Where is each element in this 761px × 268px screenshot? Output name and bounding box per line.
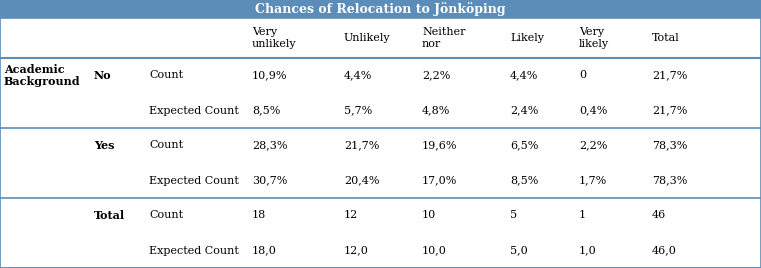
Text: Expected Count: Expected Count — [149, 106, 239, 116]
Text: Likely: Likely — [510, 33, 544, 43]
Text: 6,5%: 6,5% — [510, 140, 538, 151]
Text: 12: 12 — [344, 210, 358, 221]
Text: Academic
Background: Academic Background — [4, 64, 81, 87]
Text: 4,4%: 4,4% — [344, 70, 372, 80]
Bar — [0, 93, 761, 128]
Text: Count: Count — [149, 210, 183, 221]
Text: 30,7%: 30,7% — [252, 176, 288, 185]
Text: 21,7%: 21,7% — [652, 70, 687, 80]
Text: Expected Count: Expected Count — [149, 245, 239, 255]
Text: 12,0: 12,0 — [344, 245, 369, 255]
Text: 0,4%: 0,4% — [579, 106, 607, 116]
Text: Count: Count — [149, 70, 183, 80]
Text: 20,4%: 20,4% — [344, 176, 380, 185]
Bar — [0, 58, 761, 93]
Bar — [0, 128, 761, 163]
Text: 10: 10 — [422, 210, 436, 221]
Text: 18: 18 — [252, 210, 266, 221]
Text: 21,7%: 21,7% — [652, 106, 687, 116]
Text: Yes: Yes — [94, 140, 114, 151]
Text: Count: Count — [149, 140, 183, 151]
Text: 8,5%: 8,5% — [252, 106, 280, 116]
Text: 28,3%: 28,3% — [252, 140, 288, 151]
Text: 46: 46 — [652, 210, 666, 221]
Bar — [0, 198, 761, 233]
Bar — [0, 163, 761, 198]
Text: 19,6%: 19,6% — [422, 140, 457, 151]
Text: 46,0: 46,0 — [652, 245, 677, 255]
Text: 5,0: 5,0 — [510, 245, 527, 255]
Text: 8,5%: 8,5% — [510, 176, 538, 185]
Text: 5: 5 — [510, 210, 517, 221]
Text: 10,0: 10,0 — [422, 245, 447, 255]
Bar — [0, 18, 761, 58]
Text: 5,7%: 5,7% — [344, 106, 372, 116]
Text: 78,3%: 78,3% — [652, 176, 687, 185]
Text: Very
unlikely: Very unlikely — [252, 27, 297, 49]
Text: Neither
nor: Neither nor — [422, 27, 466, 49]
Text: 78,3%: 78,3% — [652, 140, 687, 151]
Bar — [0, 0, 761, 18]
Text: 1: 1 — [579, 210, 586, 221]
Text: Chances of Relocation to Jönköping: Chances of Relocation to Jönköping — [255, 2, 506, 16]
Text: Total: Total — [94, 210, 125, 221]
Text: Very
likely: Very likely — [579, 27, 609, 49]
Text: 4,4%: 4,4% — [510, 70, 538, 80]
Text: 10,9%: 10,9% — [252, 70, 288, 80]
Text: 17,0%: 17,0% — [422, 176, 457, 185]
Text: No: No — [94, 70, 112, 81]
Text: 21,7%: 21,7% — [344, 140, 380, 151]
Text: 2,2%: 2,2% — [422, 70, 451, 80]
Text: 4,8%: 4,8% — [422, 106, 451, 116]
Text: 2,4%: 2,4% — [510, 106, 538, 116]
Text: Total: Total — [652, 33, 680, 43]
Text: 2,2%: 2,2% — [579, 140, 607, 151]
Text: Unlikely: Unlikely — [344, 33, 390, 43]
Text: Expected Count: Expected Count — [149, 176, 239, 185]
Text: 18,0: 18,0 — [252, 245, 277, 255]
Text: 1,7%: 1,7% — [579, 176, 607, 185]
Bar — [0, 233, 761, 268]
Text: 1,0: 1,0 — [579, 245, 597, 255]
Text: 0: 0 — [579, 70, 586, 80]
